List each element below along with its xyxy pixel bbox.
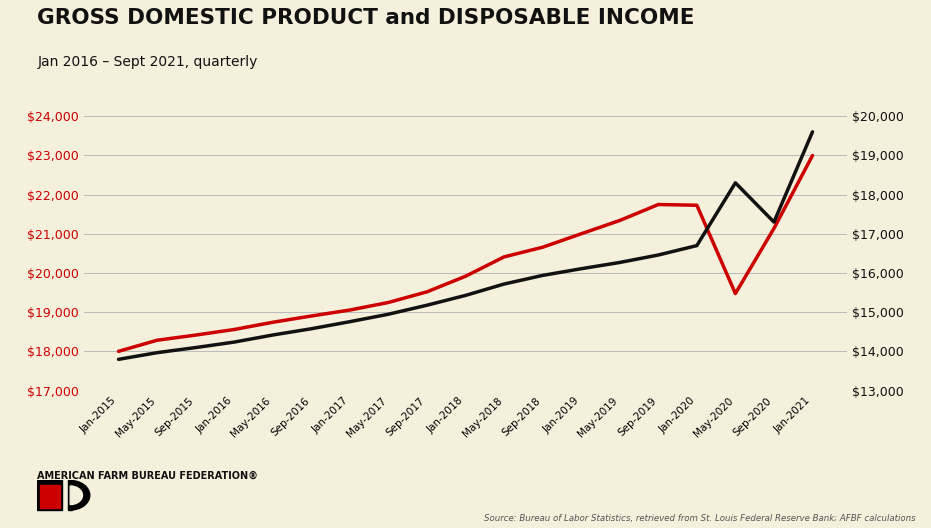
Text: Jan 2016 – Sept 2021, quarterly: Jan 2016 – Sept 2021, quarterly [37,55,258,70]
Wedge shape [70,480,89,510]
Text: GROSS DOMESTIC PRODUCT and DISPOSABLE INCOME: GROSS DOMESTIC PRODUCT and DISPOSABLE IN… [37,8,695,28]
Wedge shape [70,486,83,505]
Text: Source: Bureau of Labor Statistics, retrieved from St. Louis Federal Reserve Ban: Source: Bureau of Labor Statistics, retr… [484,514,916,523]
Bar [40,485,60,508]
Bar [37,480,62,510]
Bar [68,480,73,510]
Text: AMERICAN FARM BUREAU FEDERATION®: AMERICAN FARM BUREAU FEDERATION® [37,470,258,480]
